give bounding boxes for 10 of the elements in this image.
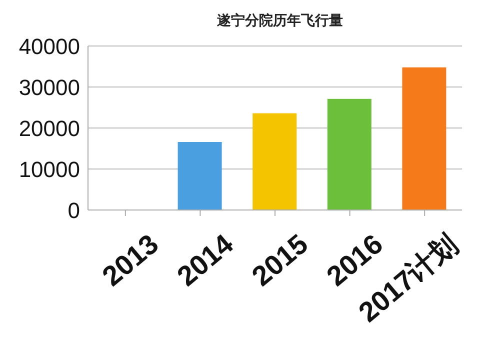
bar <box>178 142 222 210</box>
chart-title: 遂宁分院历年飞行量 <box>216 12 344 30</box>
y-tick-label: 20000 <box>18 116 80 141</box>
bar <box>252 113 297 210</box>
bar <box>402 67 446 210</box>
y-tick-label: 40000 <box>18 34 80 59</box>
y-tick-label: 10000 <box>18 156 80 182</box>
bar <box>327 98 372 210</box>
y-tick-label: 30000 <box>18 74 80 100</box>
y-tick-label: 0 <box>68 198 80 223</box>
